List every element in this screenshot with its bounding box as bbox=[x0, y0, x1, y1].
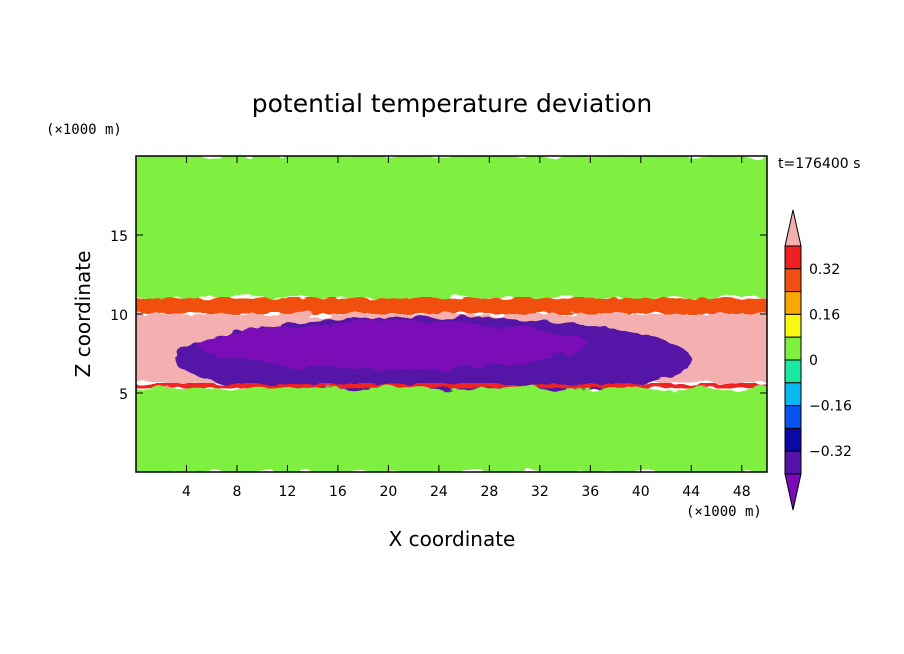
y-tick-label: 5 bbox=[119, 387, 128, 403]
colorbar-swatch bbox=[784, 405, 802, 429]
colorbar-swatch bbox=[784, 313, 802, 338]
colorbar-swatch bbox=[784, 382, 802, 407]
x-tick-label: 24 bbox=[430, 484, 448, 500]
colorbar-label: 0.32 bbox=[809, 262, 840, 278]
x-tick-label: 8 bbox=[232, 484, 241, 500]
colorbar-extend-high bbox=[784, 209, 802, 247]
x-tick-label: 36 bbox=[581, 484, 599, 500]
field-region bbox=[136, 298, 767, 314]
x-tick-label: 20 bbox=[379, 484, 397, 500]
x-axis-label: X coordinate bbox=[389, 527, 516, 551]
x-tick-label: 16 bbox=[329, 484, 347, 500]
colorbar-swatch bbox=[784, 245, 802, 270]
y-unit-label: (×1000 m) bbox=[46, 122, 122, 138]
colorbar-swatch bbox=[784, 450, 802, 475]
x-unit-label: (×1000 m) bbox=[686, 504, 762, 520]
field-region bbox=[136, 156, 767, 299]
y-axis: 5 10 15 bbox=[110, 229, 767, 403]
x-axis: 4 8 12 16 20 24 28 32 36 40 44 48 bbox=[182, 156, 751, 500]
chart-title: potential temperature deviation bbox=[252, 89, 652, 118]
colorbar-label: −0.16 bbox=[809, 399, 852, 415]
colorbar-swatch bbox=[784, 291, 802, 315]
x-tick-label: 28 bbox=[480, 484, 498, 500]
field-region bbox=[136, 388, 767, 472]
colorbar-extend-low bbox=[784, 473, 802, 511]
colorbar-swatch bbox=[784, 336, 802, 361]
colorbar-swatch bbox=[784, 427, 802, 452]
y-tick-label: 15 bbox=[110, 229, 128, 245]
colorbar-swatch bbox=[784, 359, 802, 384]
x-tick-label: 48 bbox=[733, 484, 751, 500]
field-region bbox=[136, 383, 767, 389]
x-tick-label: 4 bbox=[182, 484, 191, 500]
colorbar-swatch bbox=[784, 268, 802, 293]
colorbar-label: −0.32 bbox=[809, 444, 852, 460]
colorbar-label: 0.16 bbox=[809, 307, 840, 323]
x-tick-label: 44 bbox=[682, 484, 700, 500]
x-tick-label: 32 bbox=[531, 484, 549, 500]
field-region bbox=[199, 321, 591, 370]
x-tick-label: 40 bbox=[632, 484, 650, 500]
time-label: t=176400 s bbox=[778, 156, 860, 172]
y-tick-label: 10 bbox=[110, 308, 128, 324]
x-tick-label: 12 bbox=[279, 484, 297, 500]
colorbar: 0.32 0.16 0 −0.16 −0.32 bbox=[784, 209, 852, 511]
plot-area bbox=[136, 156, 767, 472]
y-axis-label: Z coordinate bbox=[71, 251, 95, 378]
colorbar-label: 0 bbox=[809, 353, 818, 369]
